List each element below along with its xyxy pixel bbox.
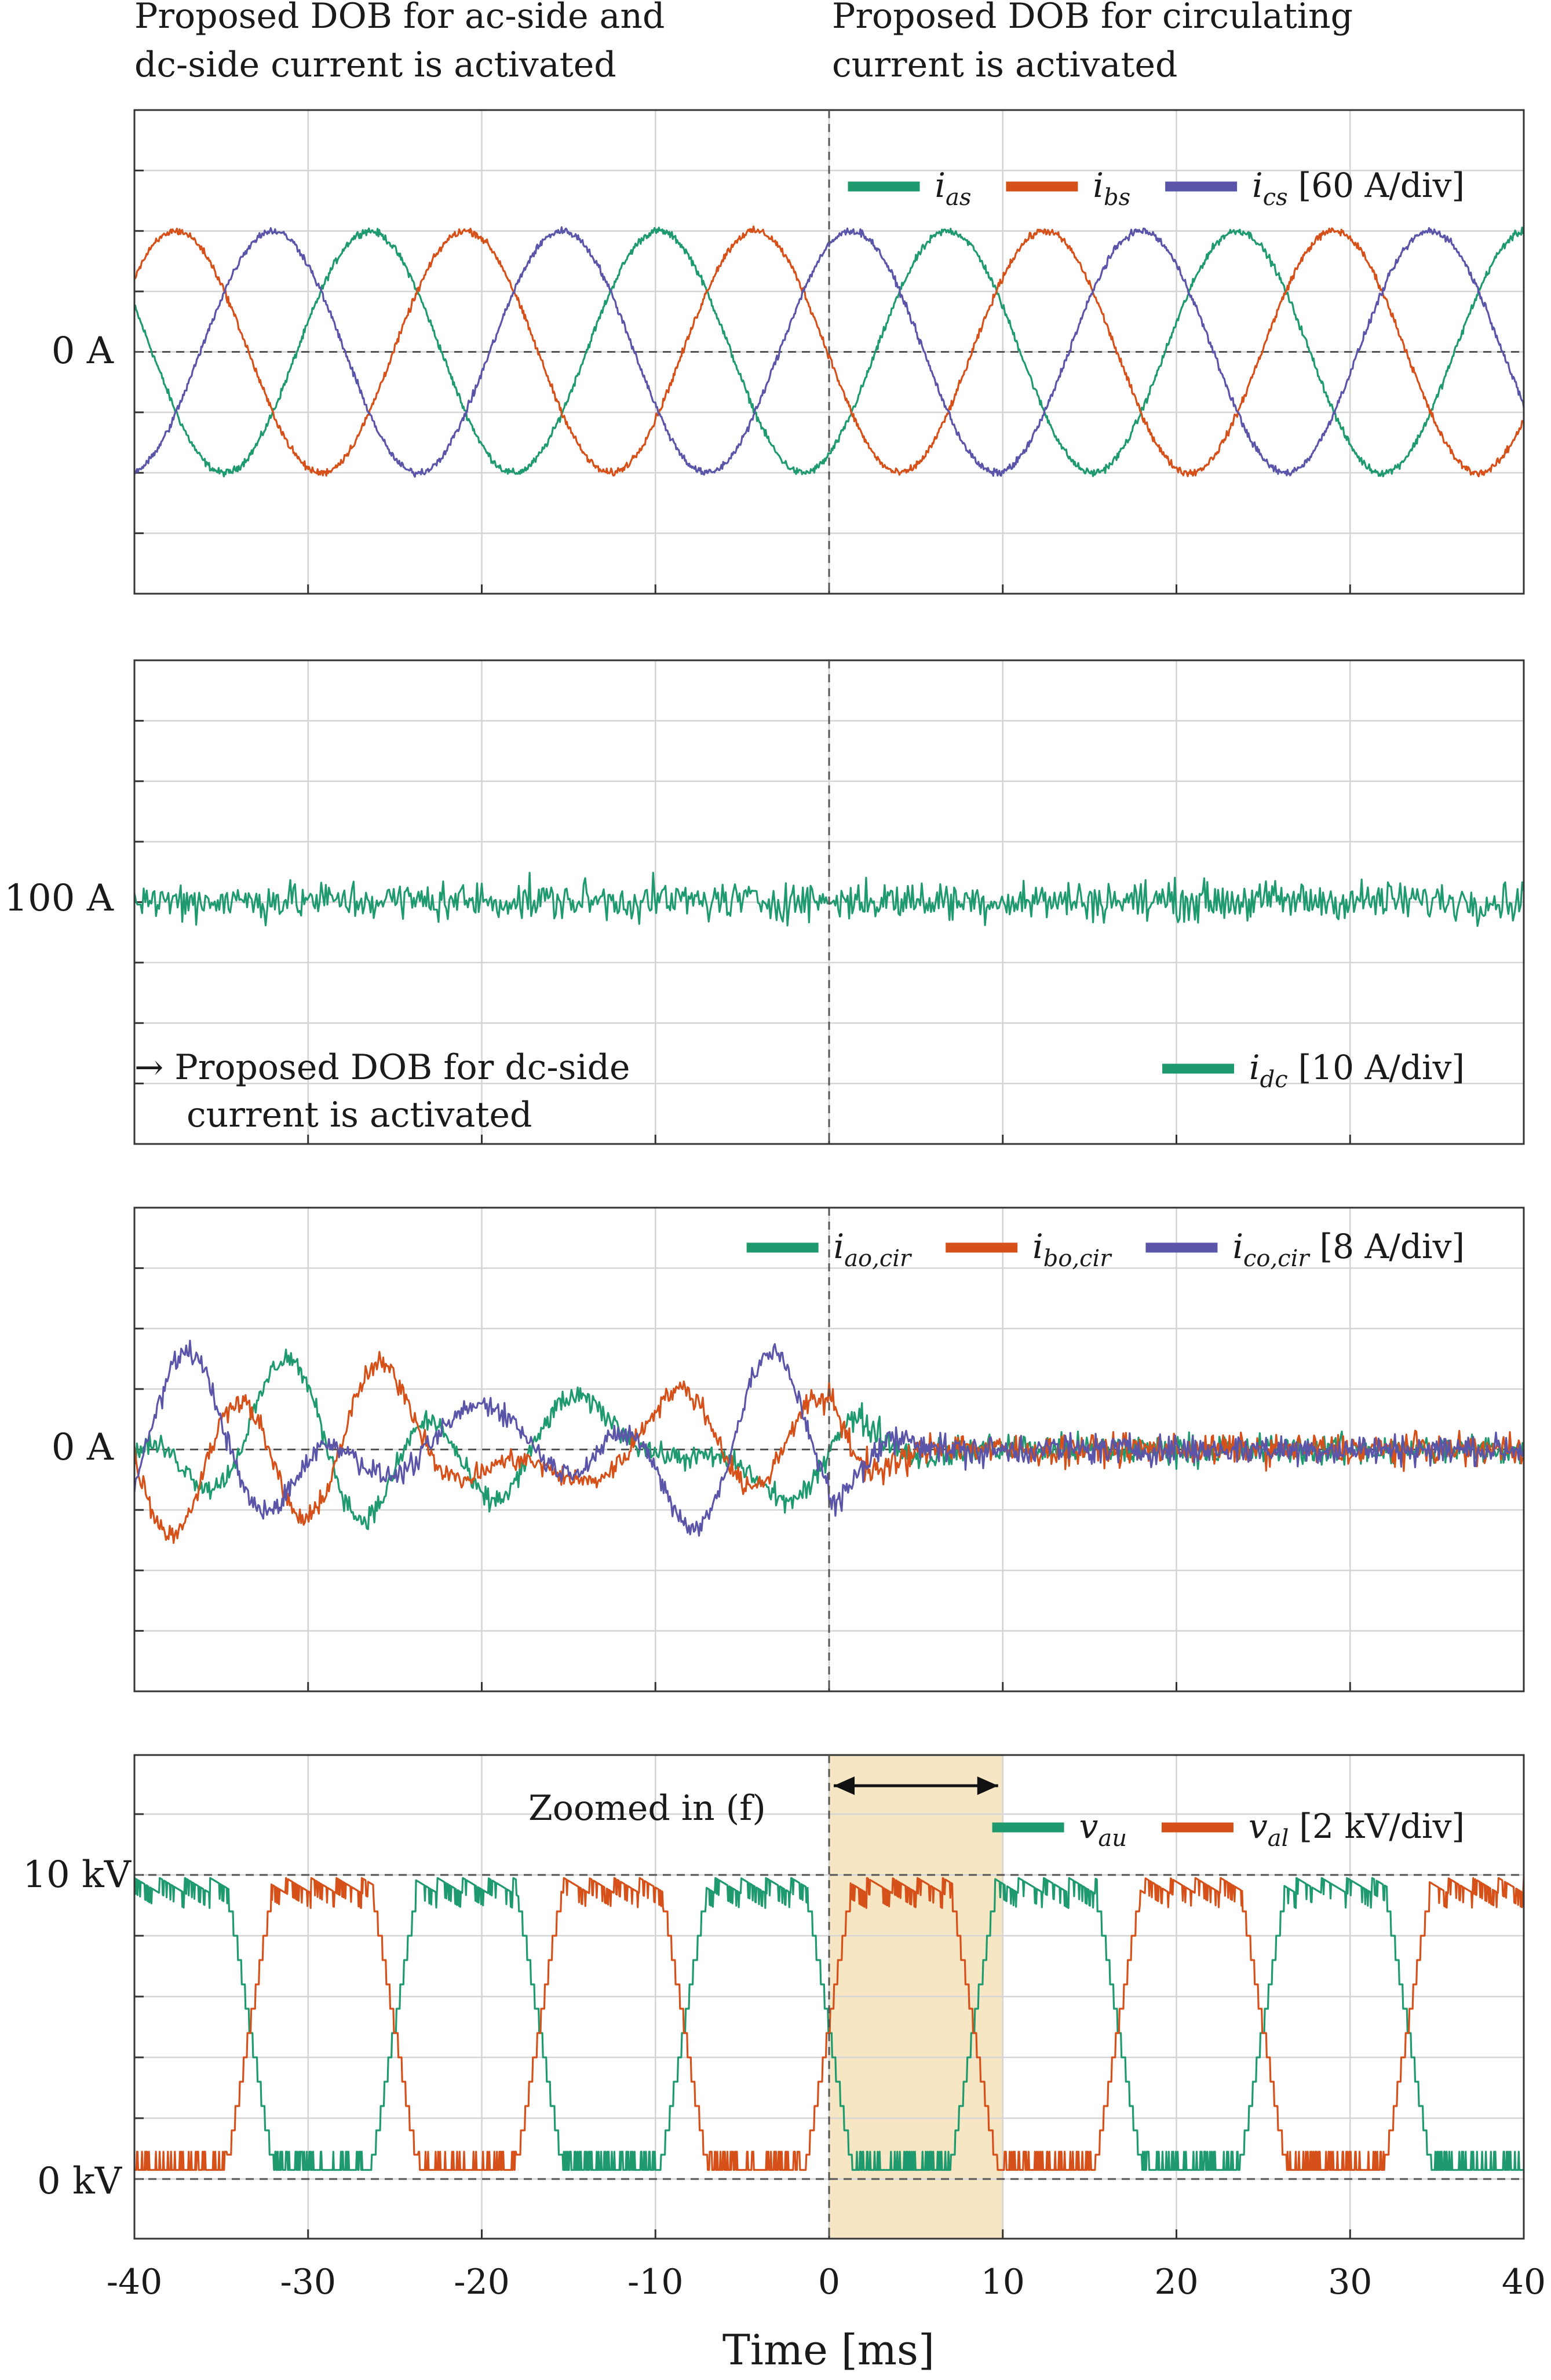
legend-entry-label: ias (935, 166, 971, 211)
annotation-ac-dc-line1: Proposed DOB for ac-side and (134, 0, 665, 36)
legend-scale-label: [60 A/div] (1298, 166, 1465, 205)
legend-entry-label: iao,cir (834, 1227, 913, 1272)
panel-1: [60 A/div] ics ibs ias (133, 109, 1525, 595)
x-tick-label: -10 (627, 2262, 684, 2302)
legend-entry-label: vau (1079, 1807, 1127, 1852)
legend-entry-label: ics (1252, 166, 1288, 211)
chart-panels: [60 A/div] ics ibs ias [10 A/div] idc [8 A/div… (133, 109, 1525, 2240)
x-tick-label: 0 (818, 2262, 840, 2302)
x-tick-label: 40 (1502, 2262, 1546, 2302)
legend-entry-label: ico,cir (1232, 1227, 1311, 1272)
annotation-dc-line2: current is activated (187, 1095, 532, 1135)
x-tick-label: -40 (107, 2262, 163, 2302)
panel4-y-reference-label-bottom: 0 kV (37, 2160, 123, 2203)
panel2-y-reference-label: 100 A (4, 877, 114, 920)
arrow-head-right-icon (977, 1776, 998, 1795)
legend-entry-label: ibo,cir (1032, 1227, 1112, 1272)
series-i_as (134, 226, 1525, 478)
legend-entry-label: idc (1249, 1048, 1288, 1093)
panel3-y-reference-label: 0 A (52, 1426, 114, 1469)
panel-frame (133, 1207, 1525, 1692)
x-tick-label: 30 (1328, 2262, 1372, 2302)
legend-scale-label: [2 kV/div] (1299, 1807, 1465, 1846)
x-tick-labels: -40 -30 -20 -10 0 10 20 30 40 (107, 2262, 1546, 2302)
legend-scale-label: [8 A/div] (1320, 1227, 1465, 1266)
x-tick-label: 20 (1154, 2262, 1198, 2302)
series-i_bs (134, 225, 1525, 478)
annotation-circulating-line2: current is activated (832, 45, 1177, 85)
series-i_cs (133, 226, 1525, 478)
legend: [60 A/div] ics ibs ias (848, 166, 1465, 211)
legend: [10 A/div] idc (1162, 1048, 1465, 1093)
panel-3: [8 A/div]ico,cir ibo,cir iao,cir (133, 1207, 1525, 1692)
annotation-circulating-line1: Proposed DOB for circulating (832, 0, 1353, 36)
x-tick-label: 10 (981, 2262, 1025, 2302)
legend-entry-label: ibs (1093, 166, 1130, 211)
x-tick-label: -30 (280, 2262, 336, 2302)
x-axis-title: Time [ms] (722, 2326, 935, 2374)
annotation-dc-line1: → Proposed DOB for dc-side (134, 1047, 630, 1088)
panel4-y-reference-label-top: 10 kV (23, 1853, 132, 1896)
arrow-head-left-icon (834, 1776, 855, 1795)
legend: [8 A/div]ico,cir ibo,cir iao,cir (746, 1227, 1465, 1272)
annotation-ac-dc-line2: dc-side current is activated (134, 45, 616, 85)
legend-scale-label: [10 A/div] (1298, 1048, 1465, 1087)
legend-entry-label: val (1249, 1807, 1289, 1852)
panel-4: [2 kV/div] val vau (133, 1754, 1525, 2240)
zoom-annotation: Zoomed in (f) (528, 1788, 766, 1829)
x-tick-label: -20 (454, 2262, 510, 2302)
panel1-y-reference-label: 0 A (52, 330, 114, 372)
legend: [2 kV/div] val vau (992, 1807, 1465, 1852)
